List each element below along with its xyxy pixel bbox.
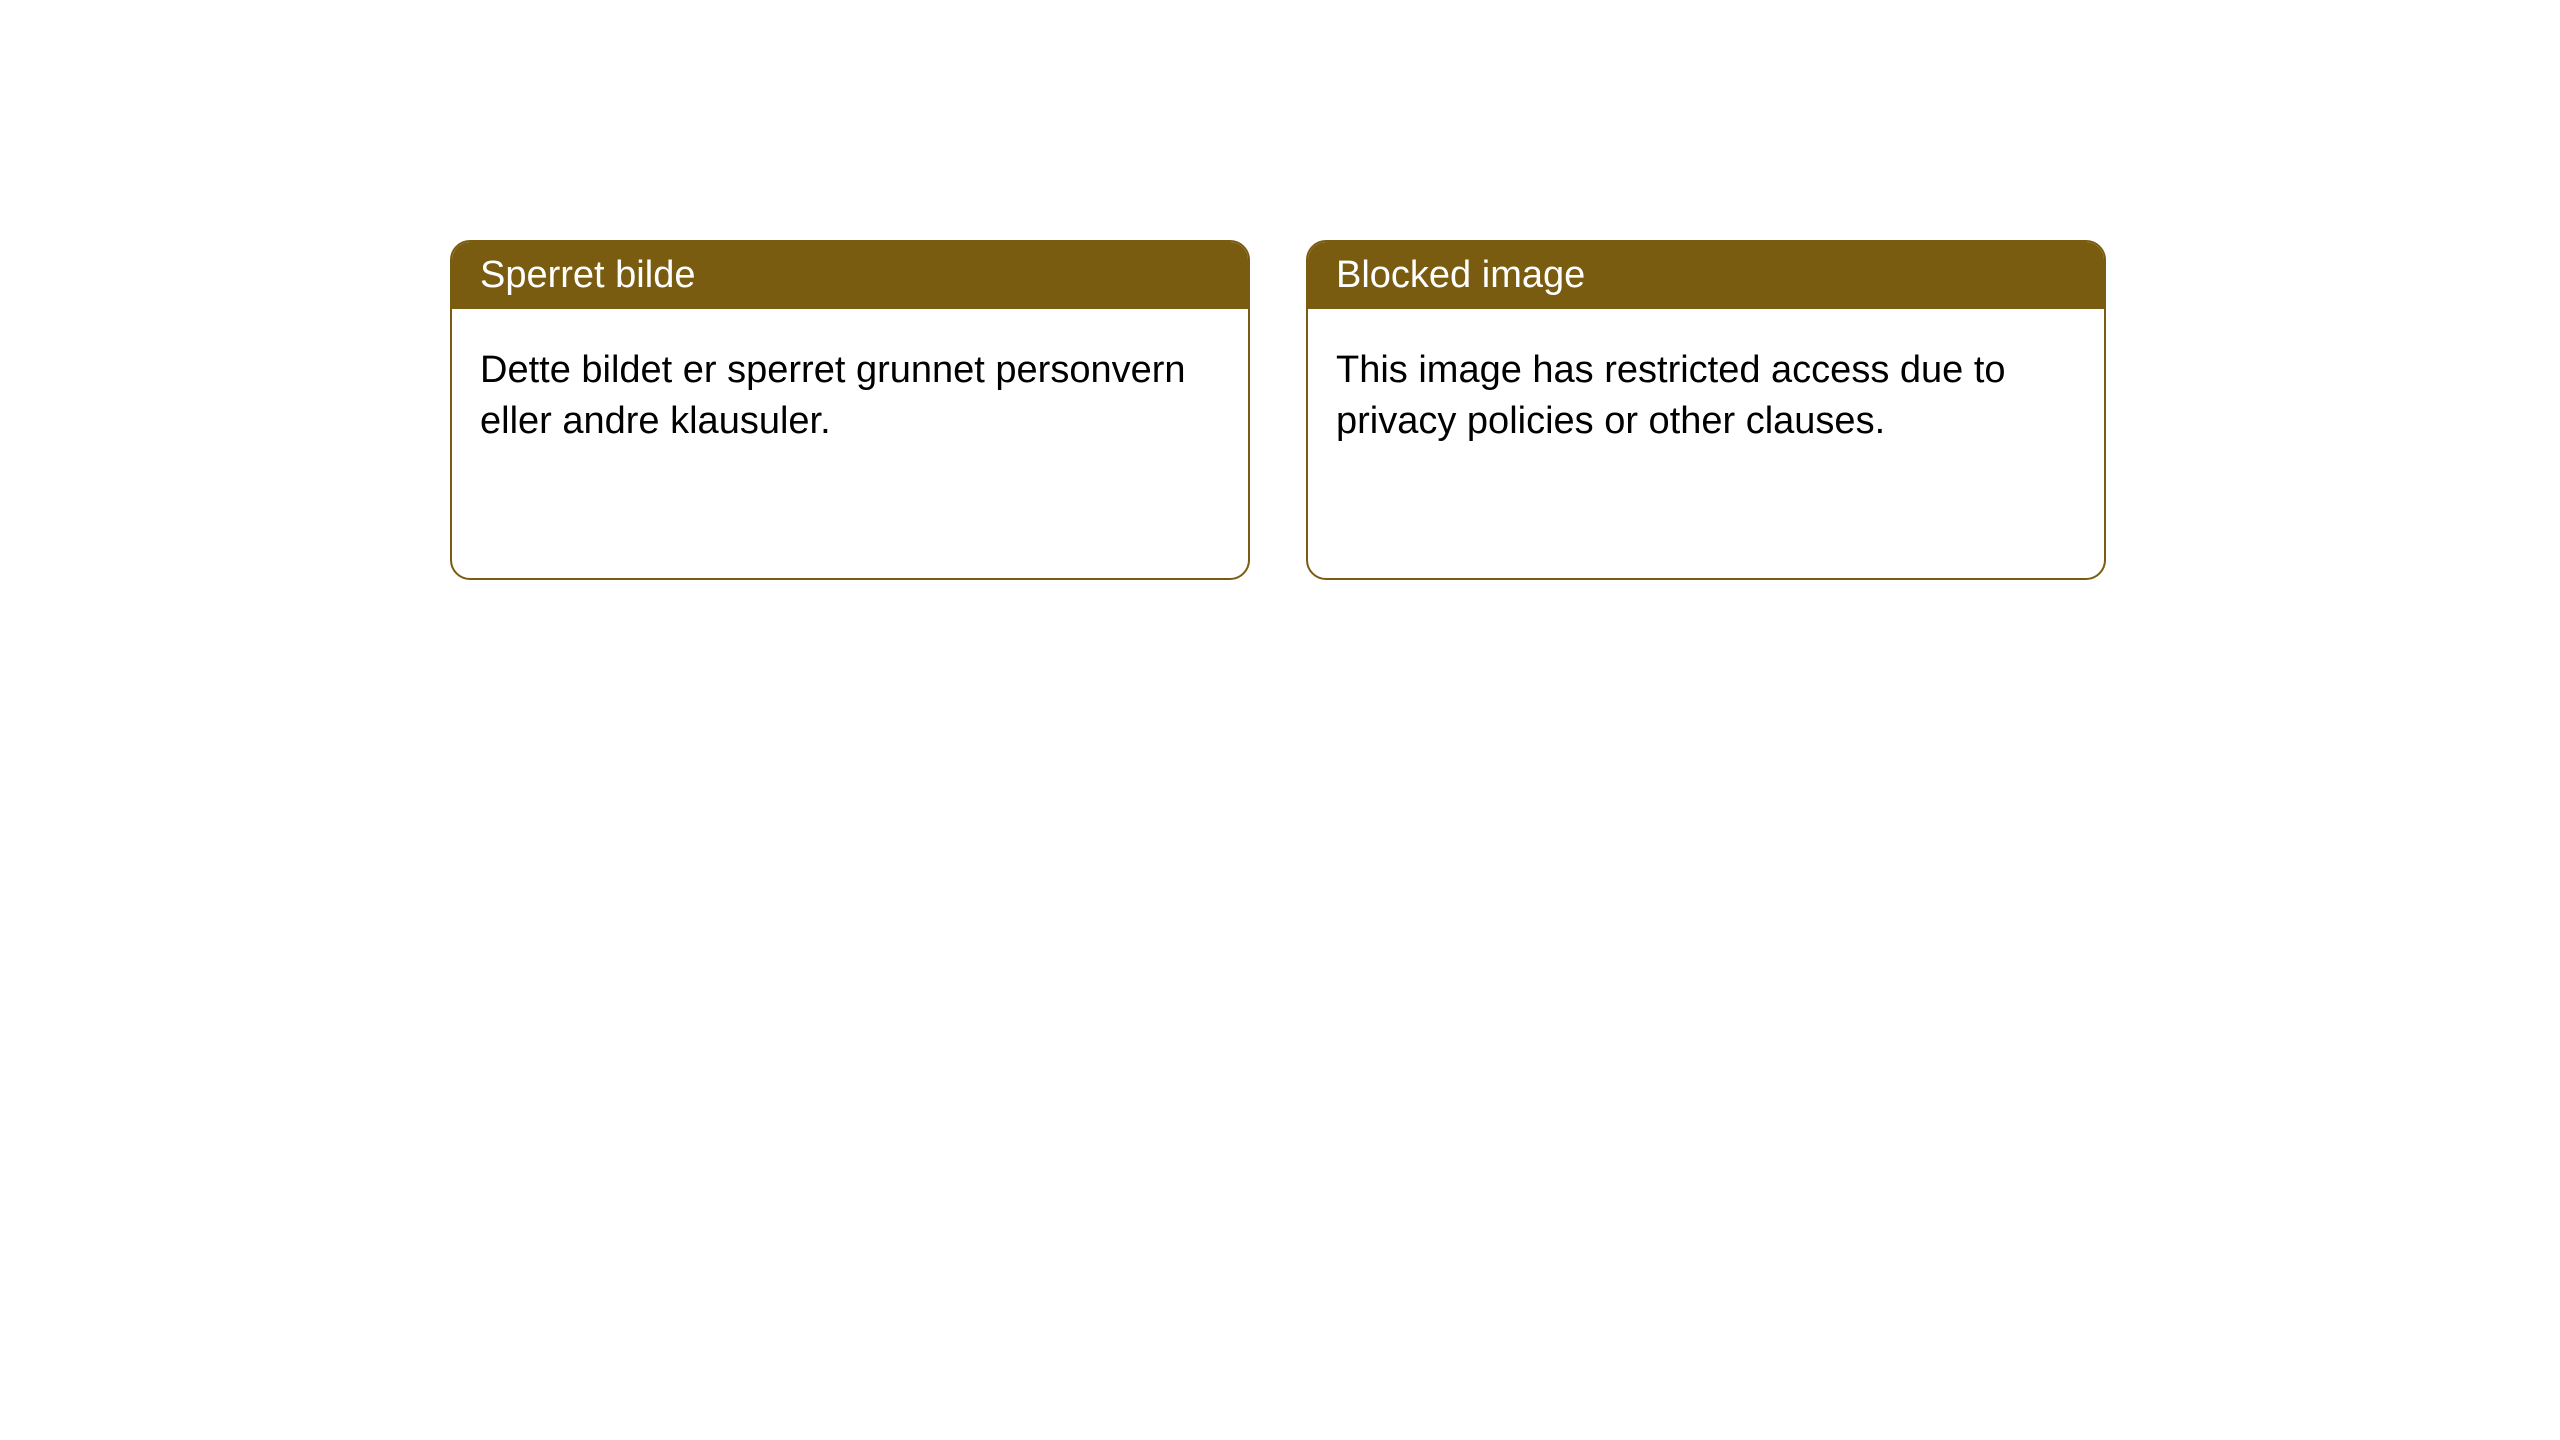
cards-container: Sperret bilde Dette bildet er sperret gr… [0, 0, 2560, 580]
blocked-image-card-en: Blocked image This image has restricted … [1306, 240, 2106, 580]
card-title-en: Blocked image [1308, 242, 2104, 309]
card-title-no: Sperret bilde [452, 242, 1248, 309]
blocked-image-card-no: Sperret bilde Dette bildet er sperret gr… [450, 240, 1250, 580]
card-body-en: This image has restricted access due to … [1308, 309, 2104, 484]
card-body-no: Dette bildet er sperret grunnet personve… [452, 309, 1248, 484]
